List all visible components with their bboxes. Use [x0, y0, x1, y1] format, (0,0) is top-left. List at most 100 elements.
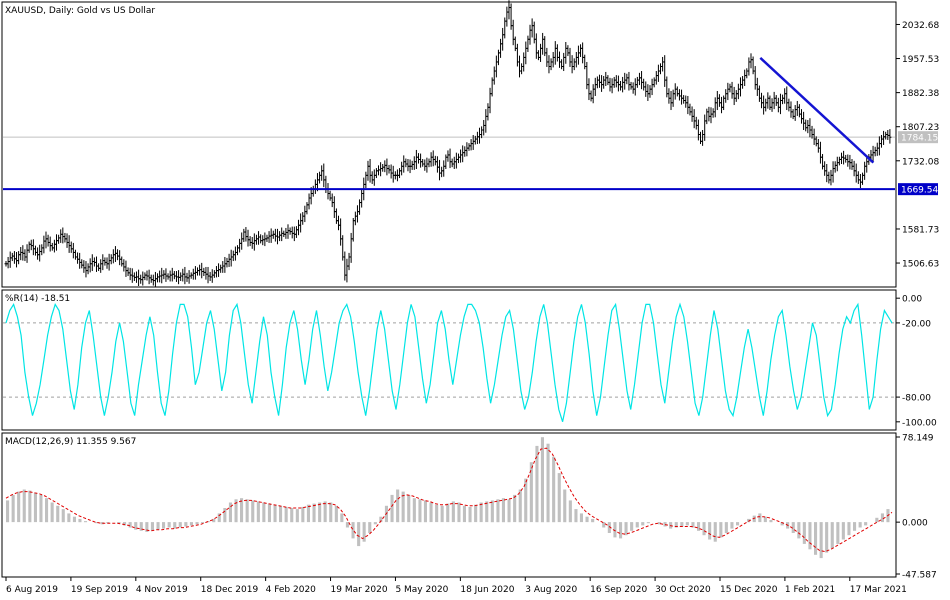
macd-bar [162, 522, 166, 529]
macd-bar [184, 522, 188, 527]
macd-bar [825, 522, 829, 553]
price-tick-label: 2032.68 [902, 21, 939, 31]
macd-bar [763, 516, 767, 523]
macd-bar [212, 518, 216, 523]
macd-bar [630, 522, 634, 531]
macd-bar [373, 522, 377, 525]
macd-bar [607, 522, 611, 533]
macd-bar [752, 515, 756, 523]
williams-tick-label: -80.00 [902, 394, 931, 404]
time-tick-label: 4 Feb 2020 [266, 585, 317, 595]
macd-panel-frame[interactable] [1, 432, 897, 578]
macd-bar [306, 504, 310, 523]
macd-bar [6, 500, 10, 523]
macd-bar [524, 478, 528, 523]
price-tick-label: 1732.08 [902, 157, 939, 167]
macd-bar [312, 503, 316, 523]
macd-bar [557, 473, 561, 523]
trend-line[interactable] [759, 56, 875, 164]
macd-bar [284, 506, 288, 523]
macd-bar [245, 499, 249, 523]
macd-bar [457, 502, 461, 523]
macd-bar [501, 498, 505, 523]
macd-bar [529, 462, 533, 523]
price-tick-label: 1506.63 [902, 260, 939, 270]
macd-bar [28, 490, 32, 523]
macd-bar [446, 503, 450, 523]
macd-bar [719, 522, 723, 538]
horizontal-level-line[interactable]: 1669.54 [3, 183, 938, 196]
williams-panel-title: %R(14) -18.51 [5, 294, 70, 304]
time-tick-label: 6 Aug 2019 [6, 585, 58, 595]
macd-bar [496, 499, 500, 523]
macd-bar [390, 494, 394, 523]
price-panel-title: XAUUSD, Daily: Gold vs US Dollar [5, 6, 155, 16]
macd-bar [256, 501, 260, 523]
macd-bar [67, 513, 71, 523]
macd-bar [145, 522, 149, 532]
macd-bar [724, 522, 728, 533]
price-tick-label: 1957.53 [902, 55, 939, 65]
macd-bar [178, 522, 182, 528]
price-axis: 2032.68 1957.53 1882.38 1807.23 1732.08 1581.… [896, 21, 939, 270]
macd-bar [802, 522, 806, 544]
macd-bar [201, 522, 205, 524]
williams-tick-label: -100.00 [902, 418, 937, 428]
macd-bar [680, 522, 684, 527]
macd-bar [100, 522, 104, 525]
macd-signal-series [5, 447, 893, 553]
macd-bar [674, 522, 678, 528]
macd-bar [841, 522, 845, 540]
macd-tick-label: 78.149 [902, 434, 934, 444]
macd-bar [273, 504, 277, 523]
macd-bar [173, 522, 177, 529]
macd-bar [318, 502, 322, 523]
macd-bar [702, 522, 706, 536]
macd-bar [535, 445, 539, 523]
macd-bar [134, 522, 138, 530]
time-axis: 6 Aug 2019 19 Sep 2019 4 Nov 2019 18 Dec 20… [5, 577, 907, 595]
macd-bar [362, 522, 366, 542]
williams-axis: 0.00 -20.00 -80.00 -100.00 [896, 295, 937, 428]
macd-bar [574, 509, 578, 523]
macd-bar [613, 522, 617, 538]
macd-bar [474, 504, 478, 523]
macd-bar [234, 499, 238, 523]
macd-bar [641, 522, 645, 526]
macd-bar [736, 522, 740, 526]
macd-bar [429, 502, 433, 523]
macd-bar [45, 498, 49, 523]
time-tick-label: 16 Sep 2020 [590, 585, 647, 595]
macd-bar [195, 522, 199, 525]
macd-bar [708, 522, 712, 540]
macd-bar [808, 522, 812, 550]
macd-bar [223, 508, 227, 523]
macd-bar [301, 506, 305, 523]
price-tag-label: 1784.15 [901, 134, 938, 144]
macd-bar [106, 522, 110, 524]
macd-bar [462, 505, 466, 523]
time-tick-label: 18 Jun 2020 [460, 585, 514, 595]
macd-bar [345, 522, 349, 528]
candles[interactable] [4, 0, 892, 288]
williams-panel-frame[interactable] [1, 289, 897, 431]
macd-bar [713, 522, 717, 542]
price-panel-frame[interactable] [1, 1, 897, 288]
macd-bar [418, 499, 422, 523]
macd-bar [853, 522, 857, 531]
macd-bar [864, 522, 868, 526]
macd-bar [295, 509, 299, 523]
macd-bar [819, 522, 823, 559]
price-tick-label: 1807.23 [902, 123, 939, 133]
williams-line [5, 302, 893, 422]
macd-bar [468, 506, 472, 523]
support-label-bg [898, 183, 938, 196]
macd-bar [697, 522, 701, 531]
price-tag-bg [898, 131, 938, 144]
macd-bar [156, 522, 160, 530]
macd-bar [875, 517, 879, 523]
macd-bar [858, 522, 862, 528]
macd-bar [329, 502, 333, 523]
time-tick-label: 4 Nov 2019 [136, 585, 188, 595]
